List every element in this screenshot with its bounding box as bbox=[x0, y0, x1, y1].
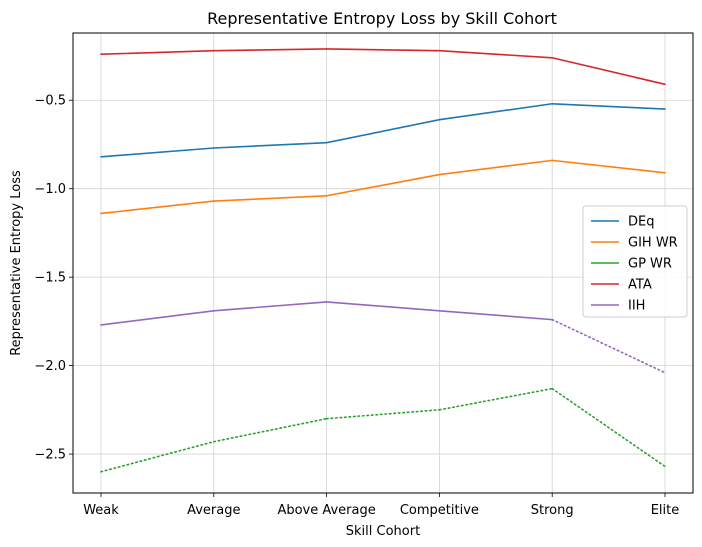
line-segment bbox=[213, 141, 328, 149]
legend-label: ATA bbox=[628, 278, 652, 293]
x-tick-label: Weak bbox=[83, 503, 119, 518]
legend-label: GP WR bbox=[628, 257, 672, 272]
x-tick-label: Average bbox=[187, 503, 240, 518]
legend-label: GIH WR bbox=[628, 236, 678, 251]
plot-frame bbox=[72, 32, 694, 494]
line-segment bbox=[551, 56, 666, 86]
line-segment bbox=[213, 48, 328, 52]
legend-item: DEq bbox=[591, 215, 654, 230]
y-tick-label: −2.0 bbox=[34, 359, 66, 374]
line-segment bbox=[325, 173, 441, 197]
line-segment bbox=[100, 309, 215, 326]
line-segment bbox=[551, 387, 666, 468]
line-segment bbox=[438, 387, 554, 411]
line-segment bbox=[325, 409, 441, 420]
x-tick-label: Strong bbox=[531, 503, 574, 518]
x-axis-label: Skill Cohort bbox=[346, 524, 420, 539]
y-axis-label: Representative Entropy Loss bbox=[9, 170, 24, 356]
line-segment bbox=[100, 200, 215, 215]
legend-item: GIH WR bbox=[591, 236, 678, 251]
line-segment bbox=[100, 440, 215, 473]
line-segment bbox=[438, 159, 554, 176]
legend-item: IIH bbox=[591, 299, 645, 314]
x-tick-label: Elite bbox=[651, 503, 680, 518]
series-deq bbox=[100, 102, 666, 158]
series-ata bbox=[100, 48, 666, 86]
line-segment bbox=[551, 318, 666, 374]
series-gih-wr bbox=[100, 159, 666, 215]
legend: DEq GIH WR GP WR ATA IIH bbox=[582, 205, 688, 318]
line-segment bbox=[325, 48, 441, 52]
line-segment bbox=[438, 102, 554, 121]
y-tick-label: −0.5 bbox=[34, 94, 66, 109]
line-segment bbox=[551, 159, 666, 174]
chart-title: Representative Entropy Loss by Skill Coh… bbox=[207, 9, 557, 28]
series-gp-wr bbox=[100, 387, 666, 473]
line-segment bbox=[438, 49, 554, 59]
series-iih bbox=[100, 301, 666, 374]
line-segment bbox=[100, 147, 215, 158]
legend-box bbox=[582, 205, 688, 318]
y-axis: −2.5 −2.0 −1.5 −1.0 −0.5 bbox=[34, 94, 73, 463]
y-tick-label: −1.0 bbox=[34, 182, 66, 197]
legend-label: DEq bbox=[628, 215, 654, 230]
y-tick-label: −1.5 bbox=[34, 271, 66, 286]
line-segment bbox=[213, 417, 328, 443]
x-tick-label: Competitive bbox=[400, 503, 479, 518]
x-axis: Weak Average Above Average Competitive Stron… bbox=[83, 493, 679, 518]
legend-item: ATA bbox=[591, 278, 652, 293]
legend-item: GP WR bbox=[591, 257, 672, 272]
line-segment bbox=[438, 309, 554, 321]
line-segment bbox=[100, 49, 215, 56]
y-tick-label: −2.5 bbox=[34, 448, 66, 463]
series-lines bbox=[100, 48, 666, 473]
line-segment bbox=[213, 301, 328, 312]
line-segment bbox=[551, 102, 666, 110]
line-segment bbox=[325, 301, 441, 312]
legend-label: IIH bbox=[628, 299, 645, 314]
line-segment bbox=[325, 118, 441, 144]
line-segment bbox=[213, 194, 328, 202]
x-tick-label: Above Average bbox=[277, 503, 375, 518]
